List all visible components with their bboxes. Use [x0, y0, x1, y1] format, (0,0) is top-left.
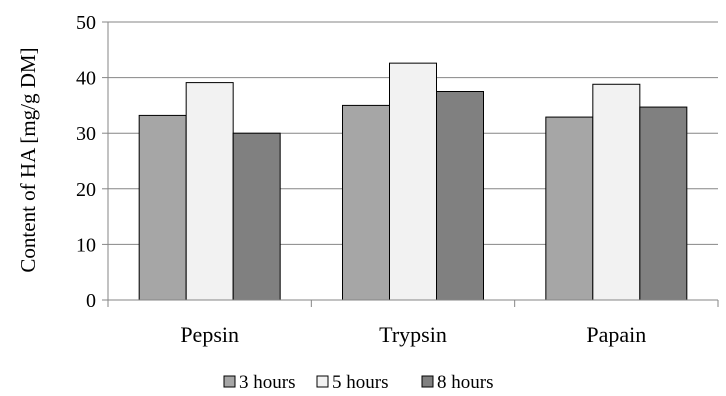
- bar-trypsin-3-hours: [342, 104, 390, 301]
- y-tick-label: 30: [76, 123, 96, 145]
- bar-papain-8-hours: [639, 106, 688, 301]
- axes: [102, 21, 719, 307]
- y-tick-label: 40: [76, 68, 96, 90]
- legend-swatch: [316, 375, 329, 388]
- legend-swatch: [421, 375, 434, 388]
- bar-papain-5-hours: [592, 83, 641, 301]
- bar-trypsin-5-hours: [389, 62, 437, 301]
- bar-pepsin-8-hours: [232, 132, 281, 301]
- y-tick-label: 10: [76, 234, 96, 256]
- category-label: Papain: [586, 322, 646, 347]
- legend: 3 hours 5 hours 8 hours: [223, 372, 493, 393]
- legend-swatch: [223, 375, 236, 388]
- bar-pepsin-3-hours: [138, 114, 187, 301]
- bar-series: [138, 62, 688, 301]
- bar-papain-3-hours: [545, 116, 594, 301]
- bar-trypsin-8-hours: [436, 91, 484, 301]
- legend-label: 5 hours: [332, 372, 388, 393]
- legend-label: 3 hours: [239, 372, 295, 393]
- category-labels: Pepsin Trypsin Papain: [180, 322, 646, 347]
- y-tick-label: 0: [86, 290, 96, 312]
- y-tick-label: 50: [76, 12, 96, 34]
- bar-pepsin-5-hours: [185, 82, 234, 301]
- y-tick-labels: 0 10 20 30 40 50: [76, 12, 96, 312]
- category-label: Trypsin: [379, 322, 447, 347]
- y-axis-title: Content of HA [mg/g DM]: [16, 47, 40, 272]
- category-label: Pepsin: [180, 322, 239, 347]
- y-tick-label: 20: [76, 179, 96, 201]
- legend-label: 8 hours: [437, 372, 493, 393]
